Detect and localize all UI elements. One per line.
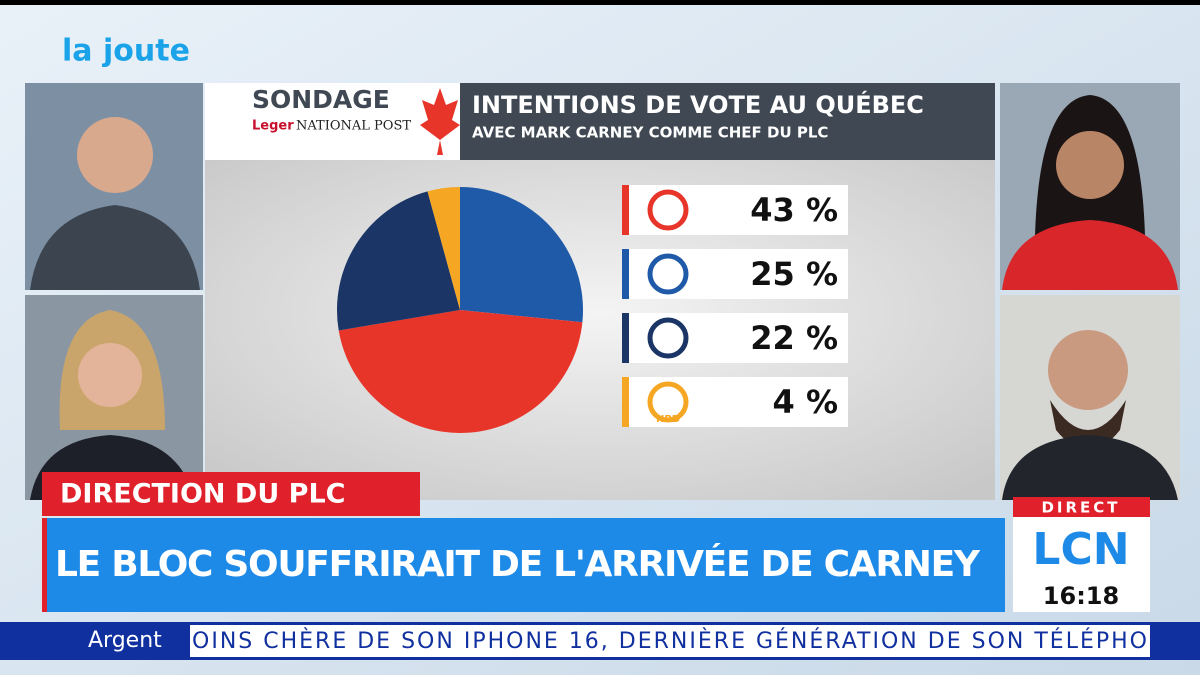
headline-accent <box>42 518 47 612</box>
headline-bar <box>42 518 1005 612</box>
tag: DIRECTION DU PLC <box>60 479 345 510</box>
person <box>1048 330 1128 410</box>
poll-label: SONDAGE <box>252 85 390 114</box>
value-label: 43 % <box>750 191 838 229</box>
direct: DIRECT <box>1041 499 1120 517</box>
person <box>1056 131 1124 199</box>
panelists <box>25 83 1180 500</box>
maple-leaf <box>420 88 460 155</box>
party-logo <box>647 253 689 295</box>
party-logo <box>647 317 689 359</box>
direct-strip <box>1013 497 1150 517</box>
title-header <box>460 83 995 160</box>
legend-swatch <box>622 377 629 427</box>
poll-panel <box>205 160 995 500</box>
clock: 16:18 <box>1043 582 1119 610</box>
value-label: 22 % <box>750 319 838 357</box>
legend-swatch <box>622 185 629 235</box>
pie-slice <box>427 187 460 310</box>
pie-slice <box>336 191 460 331</box>
pollster: Leger <box>252 119 294 134</box>
show-logo: la joute <box>62 34 190 69</box>
value-label: 4 % <box>773 383 838 421</box>
party-label: NPD <box>656 414 680 425</box>
party-logo <box>647 189 689 231</box>
legend-swatch <box>622 313 629 363</box>
person <box>77 117 153 193</box>
chart-subtitle: AVEC MARK CARNEY COMME CHEF DU PLC <box>472 124 828 142</box>
ticker-section: Argent <box>88 628 162 653</box>
person <box>1002 435 1178 500</box>
person <box>1002 220 1178 290</box>
person <box>78 343 142 407</box>
pie-slice <box>338 310 583 433</box>
headline: LE BLOC SOUFFRIRAIT DE L'ARRIVÉE DE CARN… <box>55 543 981 585</box>
top-border <box>0 0 1200 5</box>
value-label: 25 % <box>750 255 838 293</box>
partner: NATIONAL POST <box>296 119 411 134</box>
pie-slice <box>460 187 583 323</box>
ticker-band <box>190 625 1150 657</box>
party-logo <box>647 381 689 423</box>
poll-header <box>205 83 460 160</box>
tag-box <box>42 472 420 516</box>
channel: LCN <box>1032 524 1129 575</box>
person <box>30 205 200 290</box>
chart-title: INTENTIONS DE VOTE AU QUÉBEC <box>472 90 924 119</box>
legend-swatch <box>622 249 629 299</box>
